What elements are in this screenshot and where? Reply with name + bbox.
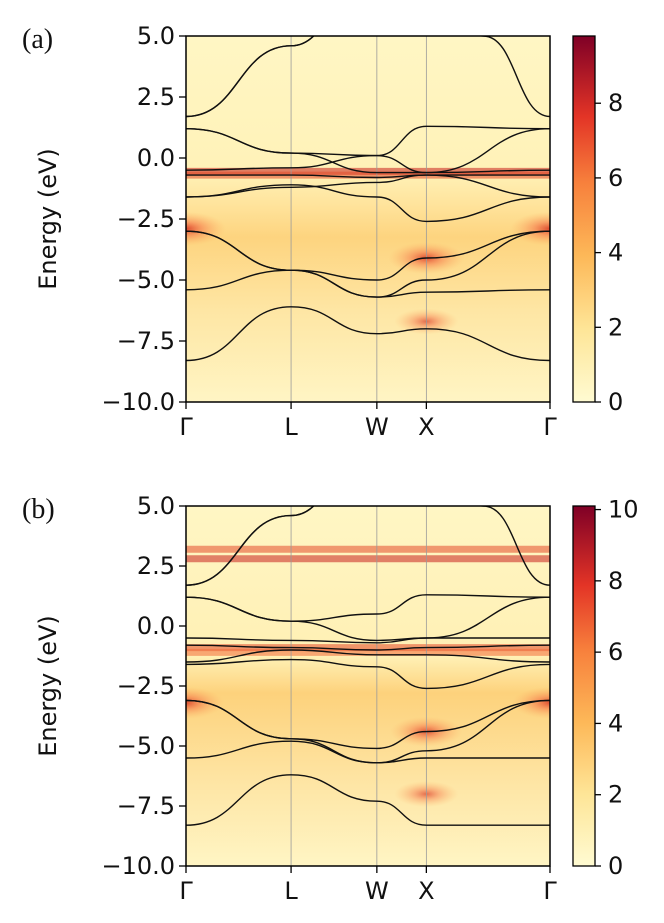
x-tick-label-4: Γ [543, 877, 557, 905]
colorbar-tick-label-4: 8 [608, 567, 623, 595]
x-tick-label-0: Γ [179, 877, 193, 905]
band-line-7 [186, 184, 550, 223]
band-line-6 [186, 649, 550, 663]
band-line-10 [186, 269, 550, 298]
colorbar-tick-label-1: 2 [608, 313, 623, 341]
y-tick-label-1: 2.5 [137, 552, 175, 580]
x-tick-label-2: W [365, 877, 389, 905]
y-tick-label-4: −5.0 [117, 732, 175, 760]
panel-label: (b) [22, 494, 55, 525]
y-tick-label-5: −7.5 [117, 327, 175, 355]
x-tick-label-1: L [284, 413, 298, 441]
y-tick-label-6: −10.0 [101, 852, 175, 880]
y-tick-label-6: −10.0 [101, 388, 175, 416]
y-tick-label-4: −5.0 [117, 266, 175, 294]
band-line-5 [186, 174, 550, 179]
colorbar-tick-label-3: 6 [608, 164, 623, 192]
y-tick-label-2: 0.0 [137, 612, 175, 640]
colorbar [572, 505, 596, 867]
colorbar-tick-label-0: 0 [608, 852, 623, 880]
colorbar-tick-label-4: 8 [608, 89, 623, 117]
band-line-10 [186, 740, 550, 764]
plot-content [186, 36, 550, 402]
plot-content [186, 506, 550, 866]
y-tick-label-0: 5.0 [137, 492, 175, 520]
band-line-11 [186, 306, 550, 362]
y-axis-label: Energy (eV) [34, 615, 62, 757]
band-line-4 [186, 637, 550, 644]
y-tick-label-2: 0.0 [137, 144, 175, 172]
colorbar-tick-label-5: 10 [608, 496, 639, 524]
y-tick-label-5: −7.5 [117, 792, 175, 820]
band-line-6 [186, 174, 550, 198]
x-tick-label-0: Γ [179, 413, 193, 441]
colorbar-tick-label-3: 6 [608, 638, 623, 666]
band-line-3 [186, 128, 550, 174]
x-tick-label-2: W [365, 413, 389, 441]
y-tick-label-3: −2.5 [117, 205, 175, 233]
x-tick-label-3: X [418, 413, 434, 441]
band-line-4 [186, 154, 550, 174]
plot-background [186, 506, 550, 866]
intensity-hotspot-1 [510, 211, 550, 246]
x-tick-label-1: L [284, 877, 298, 905]
colorbar-tick-label-0: 0 [608, 388, 623, 416]
band-line-7 [186, 658, 550, 690]
colorbar [572, 35, 596, 403]
colorbar-tick-label-1: 2 [608, 781, 623, 809]
band-line-1 [186, 36, 550, 118]
y-tick-label-3: −2.5 [117, 672, 175, 700]
colorbar-tick-label-2: 4 [608, 709, 623, 737]
plot-background [186, 36, 550, 402]
y-tick-label-1: 2.5 [137, 83, 175, 111]
x-tick-label-4: Γ [543, 413, 557, 441]
y-tick-label-0: 5.0 [137, 22, 175, 50]
band-line-5 [186, 644, 550, 651]
colorbar-tick-label-2: 4 [608, 239, 623, 267]
x-tick-label-3: X [418, 877, 434, 905]
band-line-11 [186, 774, 550, 826]
panel-label: (a) [22, 24, 53, 55]
band-line-1 [186, 506, 550, 586]
band-line-3 [186, 596, 550, 642]
y-axis-label: Energy (eV) [34, 148, 62, 290]
